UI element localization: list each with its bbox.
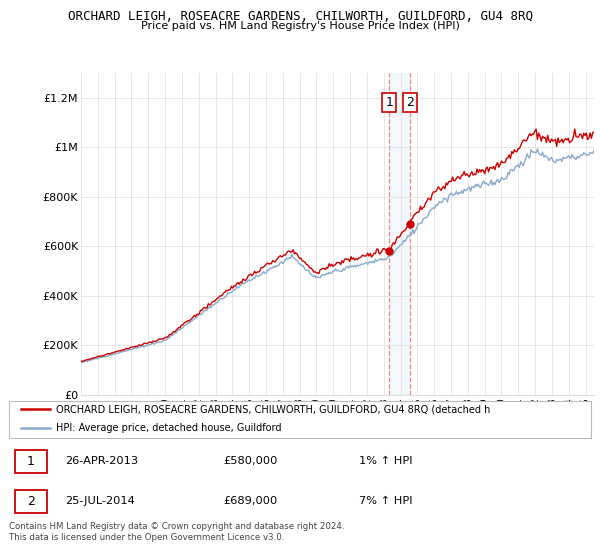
Text: 2: 2 <box>27 495 35 508</box>
Text: £580,000: £580,000 <box>224 456 278 466</box>
Text: ORCHARD LEIGH, ROSEACRE GARDENS, CHILWORTH, GUILDFORD, GU4 8RQ: ORCHARD LEIGH, ROSEACRE GARDENS, CHILWOR… <box>67 10 533 23</box>
Text: ORCHARD LEIGH, ROSEACRE GARDENS, CHILWORTH, GUILDFORD, GU4 8RQ (detached h: ORCHARD LEIGH, ROSEACRE GARDENS, CHILWOR… <box>56 404 490 414</box>
Text: Contains HM Land Registry data © Crown copyright and database right 2024.: Contains HM Land Registry data © Crown c… <box>9 522 344 531</box>
Text: This data is licensed under the Open Government Licence v3.0.: This data is licensed under the Open Gov… <box>9 533 284 542</box>
Bar <box>389 73 410 395</box>
Text: HPI: Average price, detached house, Guildford: HPI: Average price, detached house, Guil… <box>56 423 281 433</box>
Text: 26-APR-2013: 26-APR-2013 <box>65 456 138 466</box>
FancyBboxPatch shape <box>15 490 47 513</box>
Text: £689,000: £689,000 <box>224 496 278 506</box>
Text: 2: 2 <box>406 96 414 109</box>
Text: 1: 1 <box>27 455 35 468</box>
Text: 25-JUL-2014: 25-JUL-2014 <box>65 496 134 506</box>
FancyBboxPatch shape <box>15 450 47 473</box>
Text: 1% ↑ HPI: 1% ↑ HPI <box>359 456 412 466</box>
FancyBboxPatch shape <box>9 401 591 438</box>
Text: Price paid vs. HM Land Registry's House Price Index (HPI): Price paid vs. HM Land Registry's House … <box>140 21 460 31</box>
Text: 7% ↑ HPI: 7% ↑ HPI <box>359 496 412 506</box>
Text: 1: 1 <box>385 96 393 109</box>
